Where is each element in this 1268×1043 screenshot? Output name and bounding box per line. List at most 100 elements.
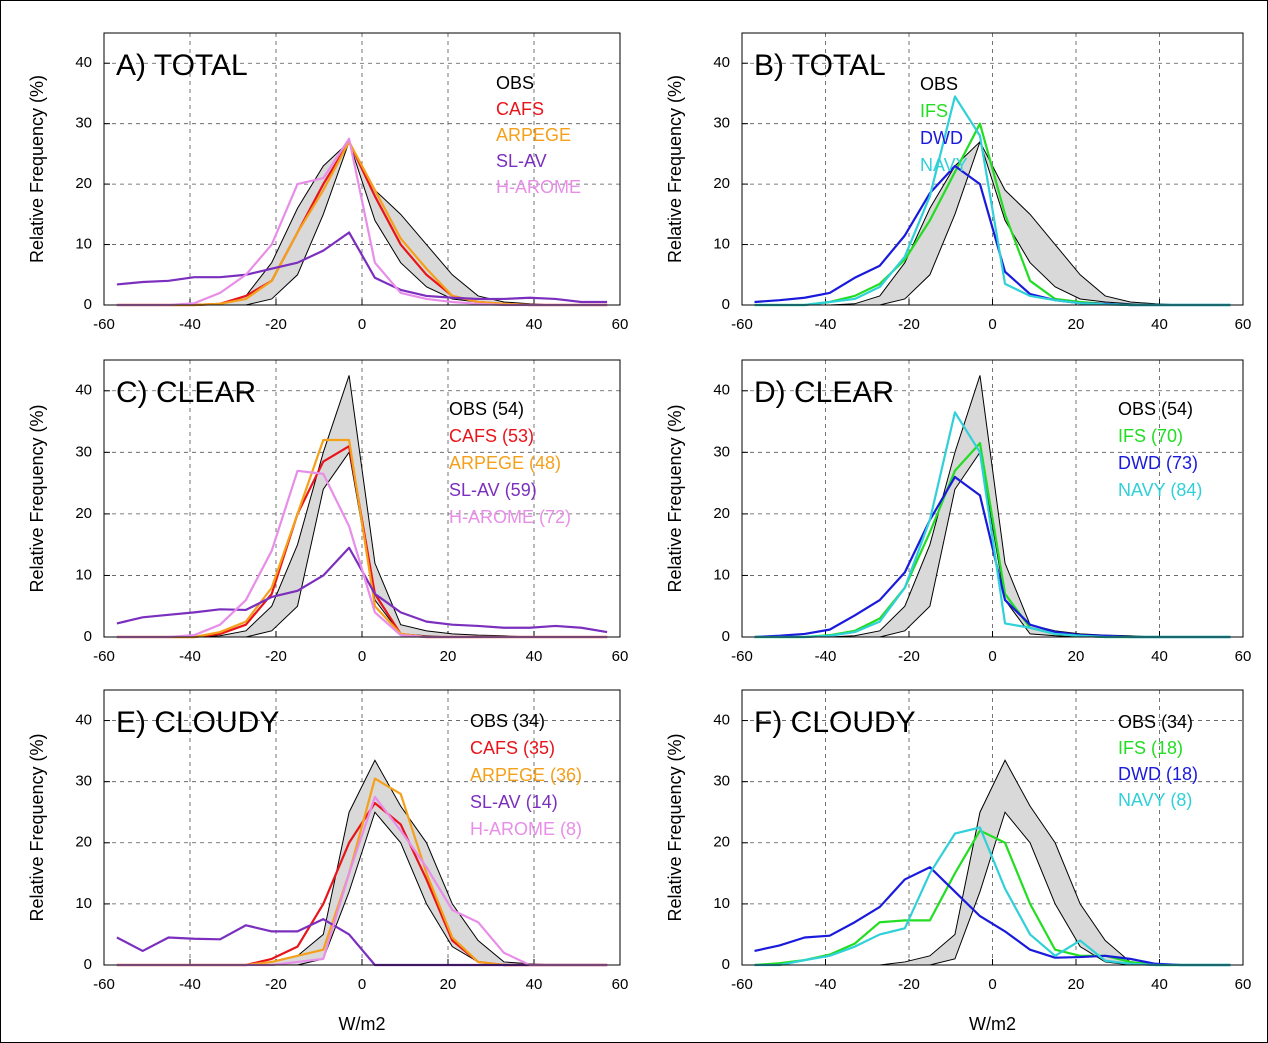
x-tick-label: 20	[440, 976, 457, 993]
legend-entry: IFS (18)	[1118, 738, 1183, 758]
x-tick-label: 20	[1068, 648, 1085, 665]
x-tick-label: -40	[179, 316, 201, 333]
x-tick-label: 0	[358, 316, 366, 333]
panel-title: D) CLEAR	[754, 376, 894, 409]
y-tick-label: 20	[75, 834, 92, 851]
panel-title: B) TOTAL	[754, 49, 886, 82]
y-tick-label: 0	[84, 956, 92, 973]
x-tick-label: 60	[1235, 648, 1252, 665]
x-tick-label: -20	[898, 316, 920, 333]
y-tick-label: 30	[75, 773, 92, 790]
x-tick-label: 40	[526, 648, 543, 665]
x-tick-label: 20	[1068, 976, 1085, 993]
legend-entry: ARPEGE (48)	[449, 453, 561, 473]
legend-entry: DWD (18)	[1118, 764, 1198, 784]
legend-entry: CAFS	[496, 99, 544, 119]
x-tick-label: 40	[1151, 648, 1168, 665]
legend-entry: SL-AV	[496, 151, 547, 171]
y-tick-label: 20	[713, 834, 730, 851]
legend-entry: DWD (73)	[1118, 453, 1198, 473]
panel-title: C) CLEAR	[116, 376, 256, 409]
legend-entry: IFS	[920, 101, 948, 121]
legend-entry: ARPEGE	[496, 125, 571, 145]
legend-entry: CAFS (53)	[449, 426, 534, 446]
legend-entry: SL-AV (14)	[470, 792, 558, 812]
y-axis-label: Relative Frequency (%)	[665, 75, 685, 263]
legend-entry: ARPEGE (36)	[470, 765, 582, 785]
x-tick-label: 0	[988, 648, 996, 665]
legend-entry: H-AROME	[496, 177, 581, 197]
obs-range-band	[116, 760, 608, 965]
x-axis-label: W/m2	[339, 1014, 386, 1034]
x-tick-label: 20	[1068, 316, 1085, 333]
x-tick-label: 60	[1235, 976, 1252, 993]
y-axis-label: Relative Frequency (%)	[27, 404, 47, 592]
x-tick-label: 60	[1235, 316, 1252, 333]
y-axis-label: Relative Frequency (%)	[27, 75, 47, 263]
x-tick-label: -40	[179, 648, 201, 665]
panel-title: E) CLOUDY	[116, 706, 279, 739]
panel-title: F) CLOUDY	[754, 706, 916, 739]
x-tick-label: -20	[265, 648, 287, 665]
x-tick-label: 0	[358, 976, 366, 993]
legend-entry: NAVY (84)	[1118, 480, 1202, 500]
y-tick-label: 20	[75, 175, 92, 192]
legend-entry: H-AROME (8)	[470, 819, 582, 839]
plot-frame	[103, 32, 621, 306]
plot-frame	[741, 689, 1244, 966]
y-tick-label: 30	[713, 773, 730, 790]
x-tick-label: 60	[612, 976, 629, 993]
legend-entry: NAVY (8)	[1118, 790, 1192, 810]
y-tick-label: 10	[75, 566, 92, 583]
x-tick-label: 60	[612, 648, 629, 665]
y-tick-label: 10	[75, 236, 92, 253]
legend-entry: H-AROME (72)	[449, 507, 571, 527]
legend-entry: OBS	[496, 73, 534, 93]
x-tick-label: -60	[93, 648, 115, 665]
x-tick-label: -20	[898, 648, 920, 665]
legend-entry: IFS (70)	[1118, 426, 1183, 446]
x-tick-label: -40	[815, 648, 837, 665]
legend-entry: OBS (54)	[1118, 399, 1193, 419]
x-tick-label: 60	[612, 316, 629, 333]
x-tick-label: 0	[988, 976, 996, 993]
y-axis-label: Relative Frequency (%)	[665, 404, 685, 592]
y-tick-label: 10	[713, 566, 730, 583]
x-tick-label: -40	[179, 976, 201, 993]
x-tick-label: 40	[1151, 316, 1168, 333]
y-tick-label: 0	[722, 956, 730, 973]
y-tick-label: 30	[713, 115, 730, 132]
x-tick-label: -20	[265, 316, 287, 333]
x-tick-label: 40	[1151, 976, 1168, 993]
y-tick-label: 20	[75, 505, 92, 522]
y-tick-label: 0	[84, 296, 92, 313]
series-line	[754, 866, 1231, 967]
y-tick-label: 30	[75, 443, 92, 460]
x-tick-label: 40	[526, 976, 543, 993]
obs-range-band	[754, 375, 1231, 637]
x-tick-label: -40	[815, 976, 837, 993]
plot-frame	[741, 32, 1244, 306]
y-tick-label: 40	[713, 712, 730, 729]
y-tick-label: 40	[75, 382, 92, 399]
x-tick-label: -20	[898, 976, 920, 993]
plot-frame	[741, 359, 1244, 638]
x-tick-label: 20	[440, 648, 457, 665]
panel-title: A) TOTAL	[116, 49, 248, 82]
x-tick-label: -40	[815, 316, 837, 333]
y-tick-label: 20	[713, 505, 730, 522]
obs-range-band	[116, 141, 608, 305]
series-line	[116, 231, 608, 304]
legend-entry: NAVY	[920, 155, 968, 175]
y-tick-label: 10	[713, 236, 730, 253]
x-tick-label: 0	[988, 316, 996, 333]
y-tick-label: 40	[75, 712, 92, 729]
x-tick-label: -60	[731, 648, 753, 665]
legend-entry: OBS (34)	[470, 711, 545, 731]
x-axis-label: W/m2	[969, 1014, 1016, 1034]
x-tick-label: -60	[731, 976, 753, 993]
legend-entry: CAFS (35)	[470, 738, 555, 758]
x-tick-label: -60	[731, 316, 753, 333]
legend-entry: OBS (34)	[1118, 712, 1193, 732]
